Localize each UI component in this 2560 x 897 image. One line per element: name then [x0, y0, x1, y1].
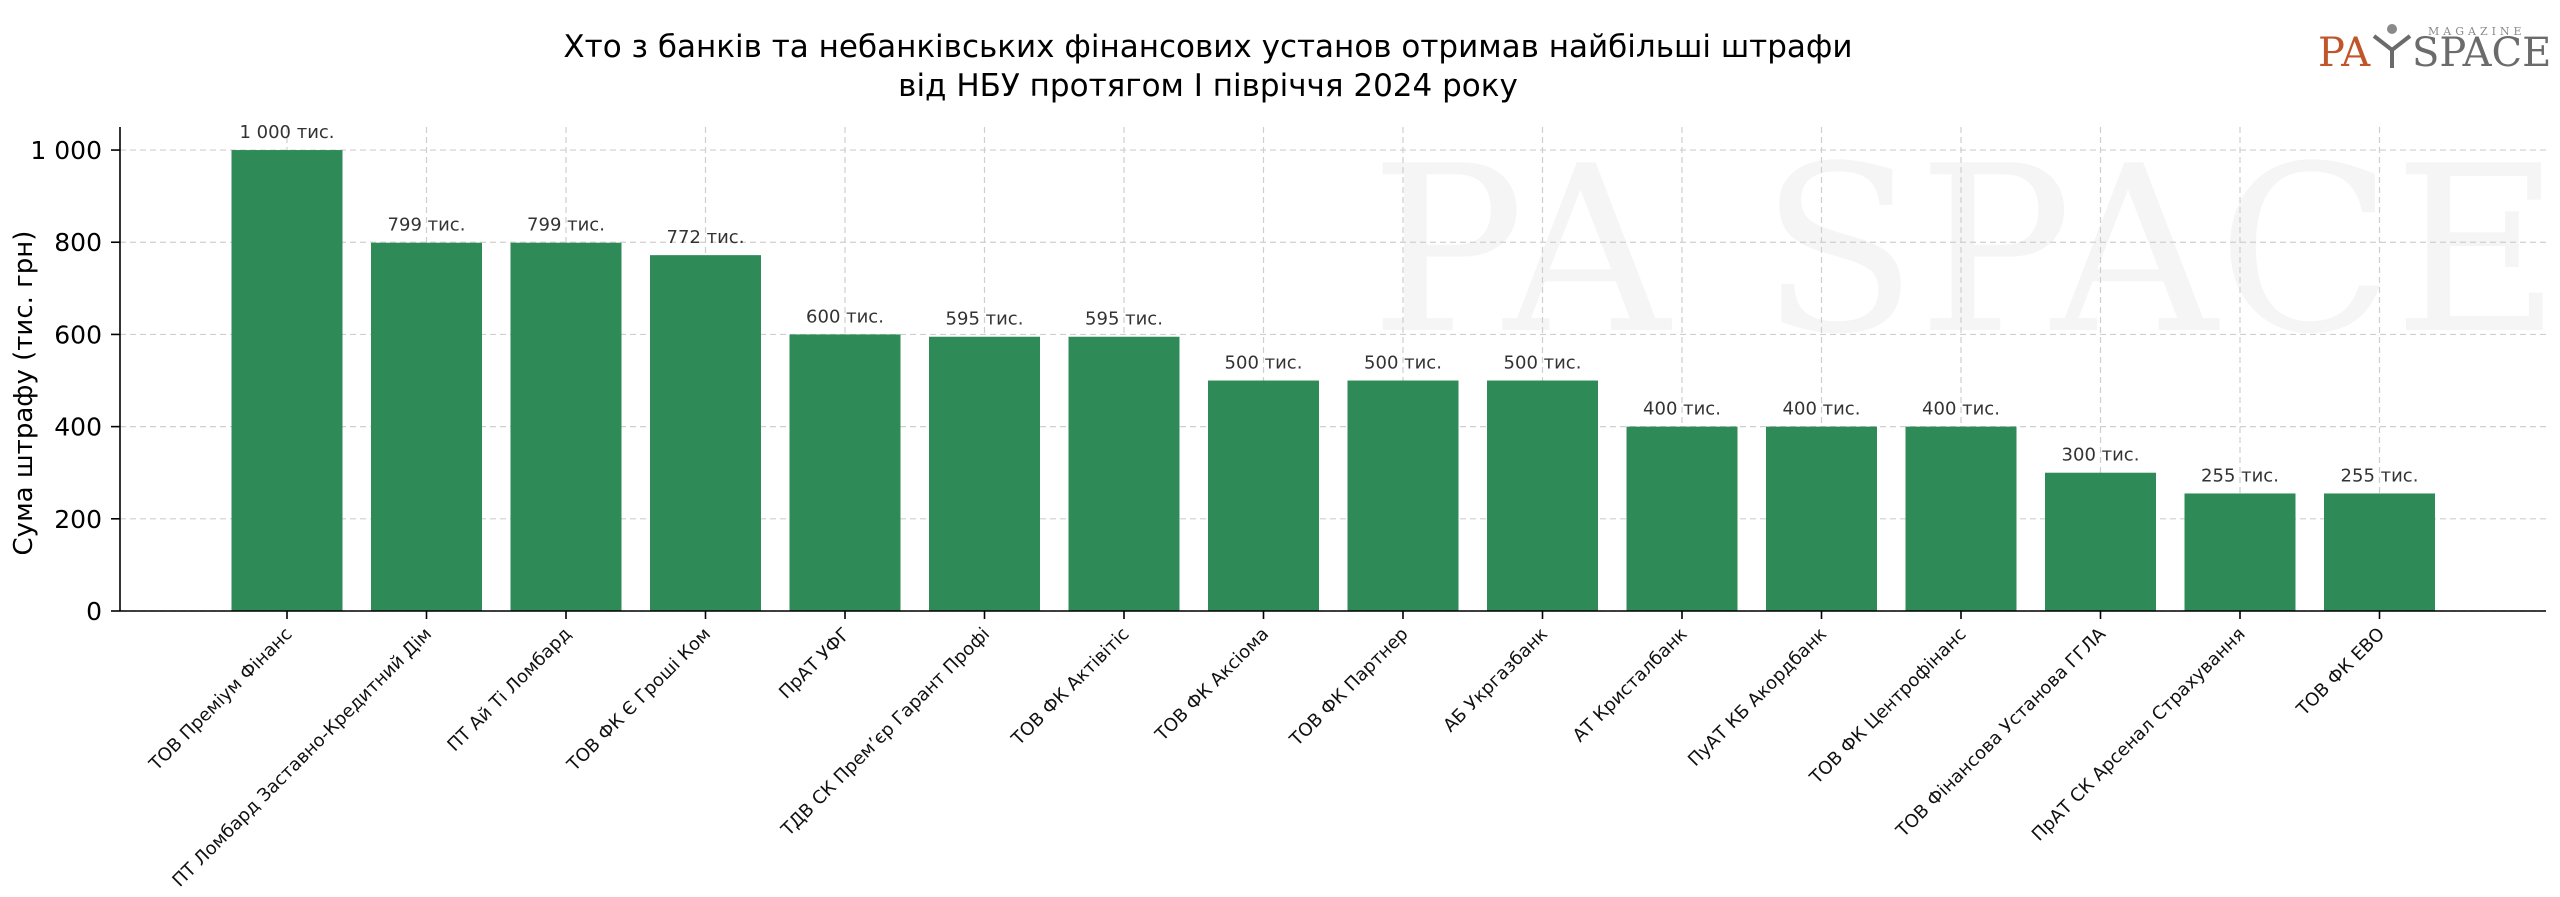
x-tick-label: ТОВ ФК Є Гроші Ком	[563, 624, 715, 776]
bar	[1208, 380, 1319, 611]
y-ticks: 0 200 400 600 800 1 000	[30, 136, 120, 626]
x-tick-label: ПТ Ломбард Заставно-Кредитний Дім	[168, 624, 436, 892]
data-label: 255 тис.	[2341, 465, 2419, 486]
watermark-text-part1: PA	[1370, 118, 1673, 385]
data-label: 595 тис.	[1085, 309, 1163, 330]
bar	[231, 150, 343, 612]
bars	[231, 150, 2435, 612]
bar	[1347, 380, 1459, 611]
bar	[929, 336, 1040, 611]
logo-text-part2: SPACE	[2412, 30, 2551, 76]
x-tick-label: ТОВ ФК Актівітіс	[1007, 624, 1134, 751]
data-label: 595 тис.	[946, 309, 1024, 330]
data-label: 500 тис.	[1225, 353, 1303, 374]
bar	[1068, 336, 1180, 611]
payspace-logo: MAGAZINE PA SPACE	[2318, 24, 2551, 76]
bar	[2184, 493, 2296, 611]
data-label: 799 тис.	[527, 215, 605, 236]
data-label: 400 тис.	[1922, 399, 2000, 420]
x-tick-label: ТОВ Преміум Фінанс	[145, 624, 297, 776]
bar	[1626, 426, 1738, 611]
bar	[1766, 426, 1877, 611]
y-tick-label: 600	[54, 320, 102, 349]
x-tick-label: ПТ Ай Ті Ломбард	[443, 624, 575, 756]
logo-subtitle: MAGAZINE	[2428, 25, 2526, 38]
chart-title-line-2: від НБУ протягом І півріччя 2024 року	[898, 68, 1518, 104]
x-tick-label: ПуАТ КБ Акордбанк	[1684, 624, 1831, 771]
logo-figure-icon	[2372, 24, 2412, 68]
bar	[789, 334, 901, 611]
y-tick-label: 800	[54, 228, 102, 257]
data-label: 772 тис.	[667, 227, 745, 248]
x-tick-label: ТОВ ФК Партнер	[1285, 624, 1412, 751]
data-label: 255 тис.	[2201, 465, 2279, 486]
y-axis-label: Сума штрафу (тис. грн)	[9, 231, 39, 556]
y-tick-label: 200	[54, 505, 102, 534]
bar	[1487, 380, 1598, 611]
bar	[2324, 493, 2435, 611]
bar	[2045, 472, 2156, 611]
x-tick-label: АБ Укргазбанк	[1439, 624, 1552, 737]
y-tick-label: 0	[86, 597, 102, 626]
x-tick-label: ТОВ ФК ЕВО	[2292, 624, 2389, 721]
bar	[1905, 426, 2017, 611]
watermark-text-part2: SPACE	[1760, 118, 2560, 385]
x-tick-label: ПрАТ УФГ	[775, 624, 855, 704]
x-tick-label: АТ Кристалбанк	[1569, 624, 1692, 747]
x-tick-label: ТОВ ФК Центрофінанс	[1805, 624, 1970, 789]
data-label: 1 000 тис.	[239, 122, 334, 143]
logo-text-part1: PA	[2318, 30, 2371, 76]
data-label: 400 тис.	[1643, 399, 1721, 420]
bar	[510, 242, 622, 612]
chart-title-line-1: Хто з банків та небанківських фінансових…	[563, 29, 1852, 65]
y-tick-label: 1 000	[30, 136, 102, 165]
x-tick-label: ТОВ ФК Аксіома	[1151, 624, 1273, 746]
data-label: 600 тис.	[806, 306, 884, 327]
data-label: 500 тис.	[1504, 353, 1582, 374]
data-label: 500 тис.	[1364, 353, 1442, 374]
watermark: PA SPACE	[1370, 118, 2560, 385]
data-label: 799 тис.	[388, 215, 466, 236]
y-tick-label: 400	[54, 413, 102, 442]
data-label: 400 тис.	[1783, 399, 1861, 420]
data-label: 300 тис.	[2062, 445, 2140, 466]
data-labels: 1 000 тис. 799 тис. 799 тис. 772 тис. 600 ти…	[239, 122, 2418, 486]
bar	[650, 255, 761, 611]
bar	[371, 242, 482, 612]
